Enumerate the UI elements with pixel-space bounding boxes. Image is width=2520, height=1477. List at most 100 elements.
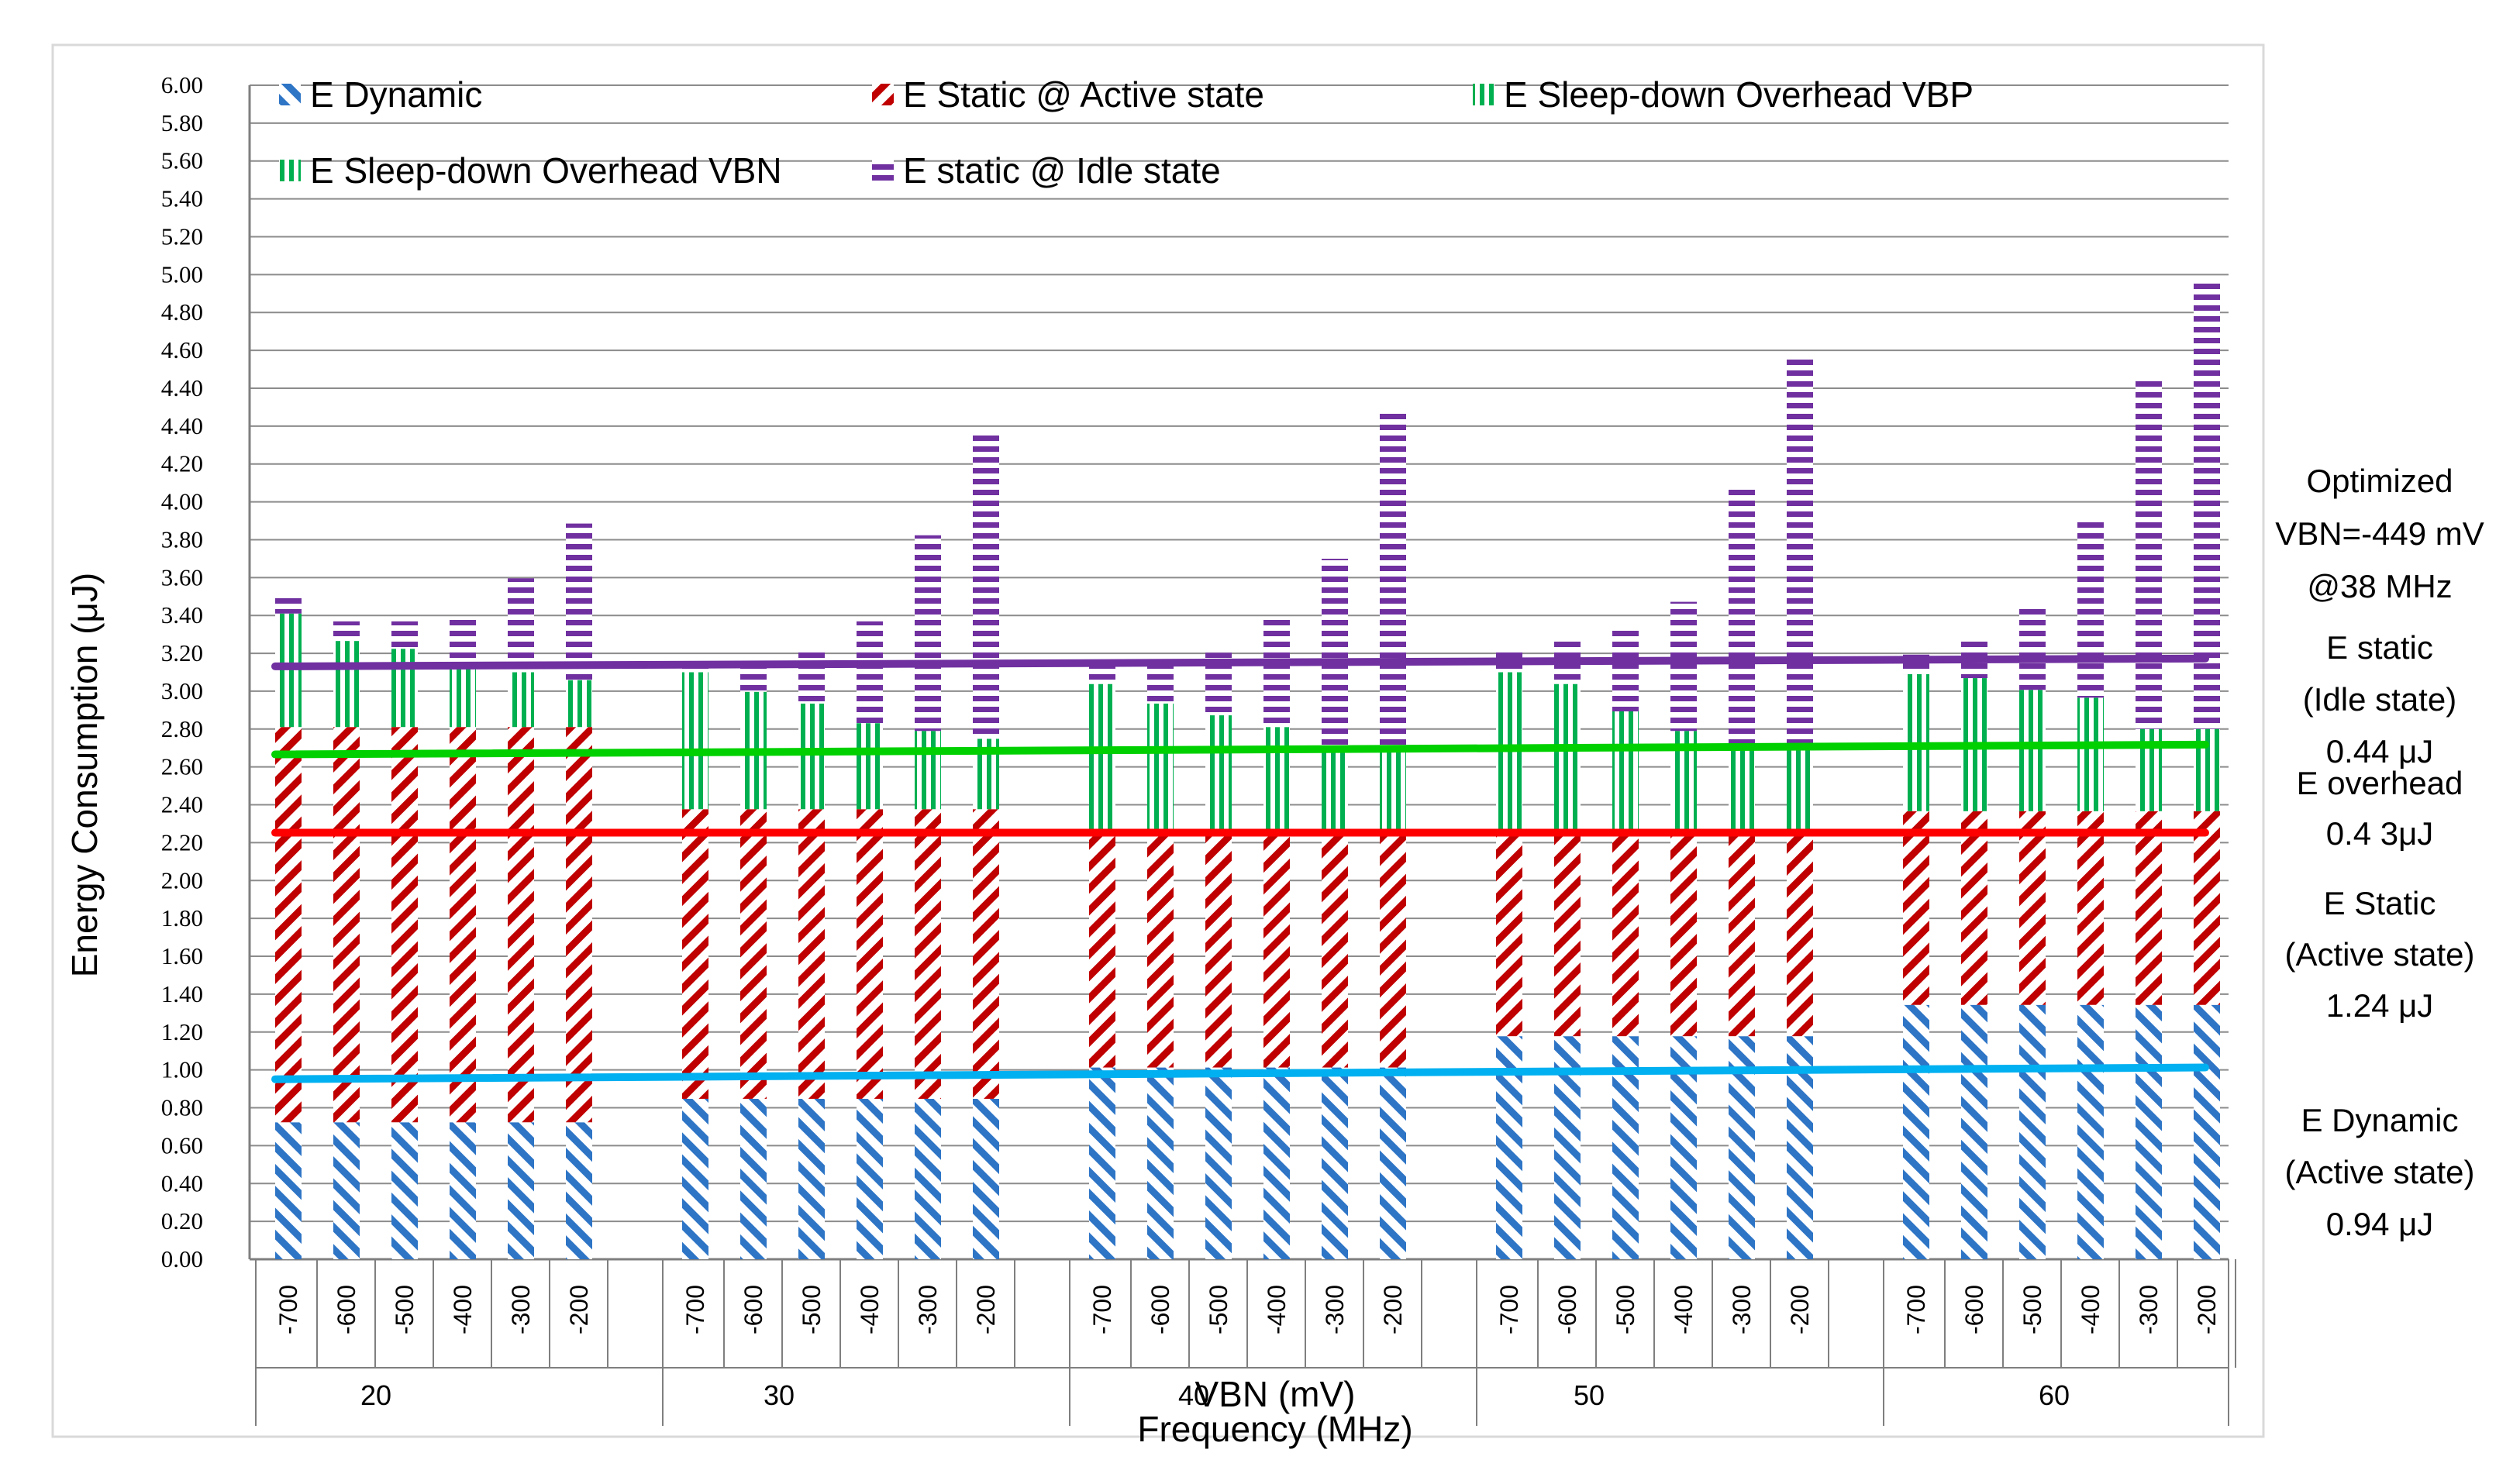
bar-segment <box>508 727 534 1123</box>
x-tick-label: -600 <box>1146 1285 1174 1334</box>
x-tick-label: -700 <box>1088 1285 1116 1334</box>
bar-segment <box>450 1122 476 1259</box>
bar-segment <box>450 727 476 1123</box>
bar-segment <box>275 597 302 614</box>
y-tick-label: 5.60 <box>161 147 203 174</box>
bar-segment <box>682 1098 708 1259</box>
x-tick-label: -200 <box>1786 1285 1814 1334</box>
bar-segment <box>2077 811 2104 1005</box>
annotation-line: (Active state) <box>2284 936 2474 973</box>
annotation-line: 0.44 μJ <box>2326 733 2434 769</box>
bar-segment <box>857 621 883 724</box>
bar-segment <box>798 649 825 704</box>
y-tick-label: 1.80 <box>161 904 203 931</box>
bar-segment <box>508 672 534 728</box>
bar-segment <box>450 617 476 665</box>
bar-segment <box>1205 1067 1232 1259</box>
x-group-label: 50 <box>1574 1379 1605 1411</box>
bar-segment <box>682 809 708 1099</box>
bar-segment <box>275 613 302 728</box>
y-tick-label: 4.80 <box>161 298 203 325</box>
bar-segment <box>1612 832 1639 1037</box>
bar-segment <box>1147 1067 1174 1259</box>
y-tick-label: 3.40 <box>161 601 203 628</box>
legend-swatch <box>279 84 301 105</box>
y-tick-label: 3.80 <box>161 525 203 553</box>
bar-segment <box>1322 746 1348 829</box>
x-tick-label: -200 <box>565 1285 593 1334</box>
bar-segment <box>1380 1067 1406 1259</box>
y-tick-label: 4.20 <box>161 450 203 477</box>
bar-segment <box>1089 683 1115 829</box>
bar-segment <box>973 1098 999 1259</box>
y-tick-label: 6.00 <box>161 71 203 98</box>
bar-segment <box>333 1122 360 1259</box>
bar-segment <box>2136 811 2162 1005</box>
annotation-line: VBN=-449 mV <box>2275 515 2484 552</box>
bar-segment <box>1263 1067 1290 1259</box>
legend-label: E Sleep-down Overhead VBN <box>310 150 782 191</box>
bar-segment <box>1554 832 1581 1037</box>
annotation-line: 0.94 μJ <box>2326 1206 2434 1242</box>
x-group-label: 40 <box>1178 1379 1209 1411</box>
bar-segment <box>1380 828 1406 1068</box>
x-axis-inner-title: VBN (mV) <box>1195 1374 1356 1414</box>
annotation-line: 1.24 μJ <box>2326 987 2434 1024</box>
y-axis-ticks: 0.00 0.20 0.40 0.60 0.80 1.00 1.20 1.40 1.60 1.80… <box>161 71 203 1272</box>
y-tick-label: 5.20 <box>161 222 203 250</box>
bar-segment <box>798 1098 825 1259</box>
reference-line <box>271 1063 2209 1083</box>
x-tick-label: -600 <box>739 1285 767 1334</box>
y-tick-label: 1.00 <box>161 1056 203 1083</box>
legend-swatch <box>279 160 301 181</box>
annotation-line: E Static <box>2324 885 2436 921</box>
bar-segment <box>2136 1004 2162 1259</box>
bar-segment <box>1787 750 1813 833</box>
bar-segment <box>1263 828 1290 1068</box>
x-group-label: 20 <box>360 1379 391 1411</box>
bar-segment <box>508 1122 534 1259</box>
bar-segment <box>1147 828 1174 1068</box>
reference-lines <box>271 654 2209 1083</box>
y-tick-label: 0.20 <box>161 1207 203 1234</box>
reference-line <box>271 654 2209 670</box>
bar-segment <box>1729 488 1755 751</box>
legend-label: E Static @ Active state <box>903 74 1264 115</box>
x-tick-label: -600 <box>333 1285 360 1334</box>
bar-segment <box>391 1122 418 1259</box>
y-tick-label: 5.00 <box>161 260 203 287</box>
bar-segment <box>275 727 302 1123</box>
bar-segment <box>1380 410 1406 747</box>
chart-border <box>51 43 2265 1438</box>
bar-segment <box>2136 380 2162 729</box>
y-tick-label: 1.40 <box>161 980 203 1007</box>
bar-segment <box>1205 828 1232 1068</box>
x-tick-label: -200 <box>1379 1285 1407 1334</box>
bar-segment <box>1322 828 1348 1068</box>
y-tick-label: 4.40 <box>161 374 203 401</box>
bar-segment <box>566 727 592 1123</box>
y-tick-label: 0.00 <box>161 1245 203 1272</box>
bar-segment <box>2194 283 2220 729</box>
bar-segment <box>1496 672 1522 833</box>
y-tick-label: 4.40 <box>161 412 203 439</box>
annotation-line: Optimized <box>2306 463 2453 499</box>
x-tick-label: -200 <box>2193 1285 2221 1334</box>
y-tick-label: 1.60 <box>161 942 203 969</box>
y-tick-label: 4.00 <box>161 488 203 515</box>
annotation-line: 0.4 3μJ <box>2326 815 2434 852</box>
annotations: Optimized VBN=-449 mV @38 MHz E static (Idle… <box>2275 463 2484 1242</box>
y-tick-label: 3.00 <box>161 677 203 704</box>
bar-segment <box>1961 811 1987 1005</box>
y-tick-label: 5.80 <box>161 109 203 136</box>
bar-segment <box>1089 828 1115 1068</box>
y-tick-label: 2.80 <box>161 715 203 742</box>
y-tick-label: 0.40 <box>161 1169 203 1196</box>
x-tick-label: -200 <box>972 1285 1000 1334</box>
x-tick-label: -400 <box>1670 1285 1698 1334</box>
x-tick-label: -500 <box>1205 1285 1232 1334</box>
legend-swatch <box>1473 84 1494 105</box>
bar-segment <box>915 535 941 732</box>
bar-segment <box>915 731 941 810</box>
